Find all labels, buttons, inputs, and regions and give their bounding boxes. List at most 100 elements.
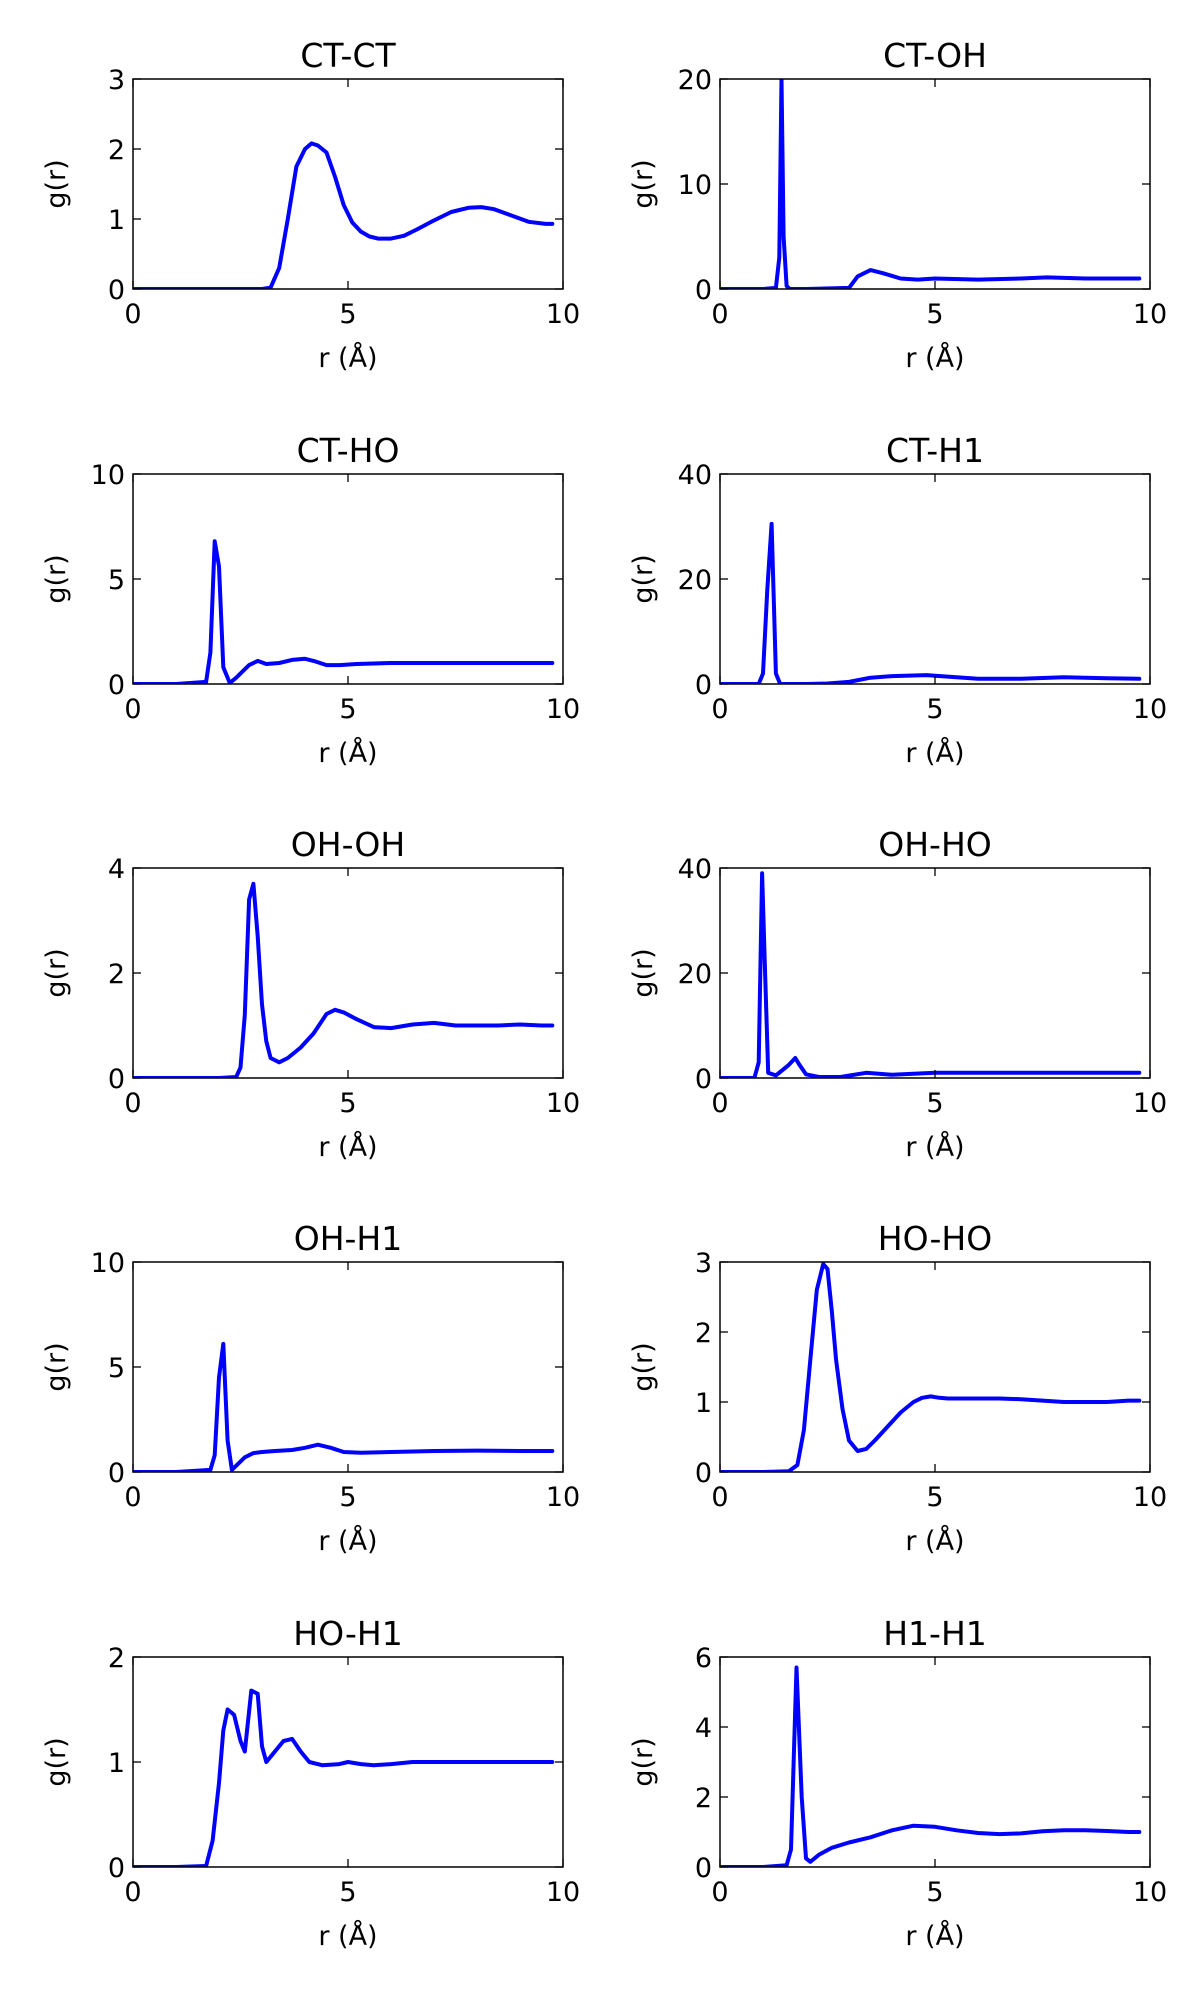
x-tick-label: 5 xyxy=(339,1877,356,1908)
plot-frame xyxy=(132,78,564,290)
series-line xyxy=(133,881,555,1078)
x-tick-label: 0 xyxy=(124,1088,141,1119)
subplot-ct-ho: 0 5 10 0 5 10 CT-HO r (Å) g(r) xyxy=(41,431,580,769)
x-axis-label: r (Å) xyxy=(318,342,377,374)
x-axis-label: r (Å) xyxy=(318,1131,377,1163)
y-axis-label: g(r) xyxy=(41,159,72,208)
y-tick-label: 20 xyxy=(678,65,712,96)
subplot-title: CT-H1 xyxy=(886,431,984,470)
series-line xyxy=(720,1262,1142,1472)
x-axis-label: r (Å) xyxy=(905,1920,964,1952)
subplot-title: CT-HO xyxy=(297,431,400,470)
y-tick-label: 0 xyxy=(695,1853,712,1884)
plot-frame xyxy=(719,867,1151,1079)
x-tick-label: 0 xyxy=(711,1482,728,1513)
x-axis-label: r (Å) xyxy=(318,1525,377,1557)
subplot-title: HO-H1 xyxy=(293,1614,402,1653)
y-tick-label: 4 xyxy=(695,1713,712,1744)
x-tick-label: 0 xyxy=(124,1482,141,1513)
y-axis-label: g(r) xyxy=(41,1342,72,1391)
x-tick-label: 0 xyxy=(124,694,141,725)
plot-frame xyxy=(719,473,1151,685)
x-tick-label: 10 xyxy=(546,694,580,725)
x-tick-label: 5 xyxy=(926,1088,943,1119)
plot-frame xyxy=(719,1656,1151,1868)
x-tick-label: 5 xyxy=(339,1088,356,1119)
series-line xyxy=(133,141,555,289)
subplot-oh-h1: 0 5 10 0 5 10 OH-H1 r (Å) g(r) xyxy=(41,1219,580,1557)
x-tick-label: 5 xyxy=(339,694,356,725)
y-tick-label: 3 xyxy=(695,1248,712,1279)
y-tick-label: 5 xyxy=(108,1353,125,1384)
y-axis-label: g(r) xyxy=(628,1737,659,1786)
x-tick-label: 0 xyxy=(711,299,728,330)
y-tick-label: 20 xyxy=(678,959,712,990)
subplot-title: OH-HO xyxy=(878,825,992,864)
y-tick-label: 0 xyxy=(695,1458,712,1489)
x-tick-label: 10 xyxy=(1133,1088,1167,1119)
y-tick-label: 6 xyxy=(695,1643,712,1674)
y-tick-label: 40 xyxy=(678,460,712,491)
x-tick-label: 10 xyxy=(1133,299,1167,330)
subplot-ct-ct: 0 5 10 0 1 2 3 CT-CT r (Å) g(r) xyxy=(41,36,580,374)
y-tick-label: 20 xyxy=(678,565,712,596)
series-line xyxy=(720,871,1142,1078)
series-line xyxy=(133,1341,555,1472)
y-axis-label: g(r) xyxy=(628,159,659,208)
series-line xyxy=(720,521,1142,684)
x-tick-label: 10 xyxy=(1133,1482,1167,1513)
x-tick-label: 10 xyxy=(546,1877,580,1908)
y-axis-label: g(r) xyxy=(628,554,659,603)
y-tick-label: 5 xyxy=(108,565,125,596)
series-line xyxy=(133,539,555,684)
x-tick-label: 0 xyxy=(711,1877,728,1908)
y-tick-label: 1 xyxy=(695,1388,712,1419)
x-tick-label: 5 xyxy=(926,299,943,330)
y-tick-label: 4 xyxy=(108,854,125,885)
subplot-title: OH-H1 xyxy=(294,1219,403,1258)
y-tick-label: 1 xyxy=(108,1748,125,1779)
y-tick-label: 10 xyxy=(678,170,712,201)
x-tick-label: 10 xyxy=(1133,694,1167,725)
plot-frame xyxy=(719,1261,1151,1473)
subplot-ho-ho: 0 5 10 0 1 2 3 HO-HO r (Å) g(r) xyxy=(628,1219,1167,1557)
series-line xyxy=(133,1688,555,1867)
x-tick-label: 10 xyxy=(546,1088,580,1119)
y-tick-label: 0 xyxy=(108,275,125,306)
subplot-title: HO-HO xyxy=(878,1219,992,1258)
y-tick-label: 40 xyxy=(678,854,712,885)
y-tick-label: 0 xyxy=(695,670,712,701)
x-axis-label: r (Å) xyxy=(905,1131,964,1163)
x-axis-label: r (Å) xyxy=(905,1525,964,1557)
y-tick-label: 2 xyxy=(108,959,125,990)
y-axis-label: g(r) xyxy=(628,948,659,997)
y-tick-label: 2 xyxy=(695,1783,712,1814)
x-axis-label: r (Å) xyxy=(905,737,964,769)
subplot-ct-oh: 0 5 10 0 10 20 CT-OH r (Å) g(r) xyxy=(628,36,1167,374)
y-tick-label: 0 xyxy=(695,1064,712,1095)
y-tick-label: 0 xyxy=(108,670,125,701)
y-tick-label: 2 xyxy=(695,1318,712,1349)
subplot-ct-h1: 0 5 10 0 20 40 CT-H1 r (Å) g(r) xyxy=(628,431,1167,769)
x-tick-label: 5 xyxy=(926,1482,943,1513)
x-tick-label: 10 xyxy=(1133,1877,1167,1908)
x-tick-label: 5 xyxy=(339,299,356,330)
y-tick-label: 3 xyxy=(108,65,125,96)
subplot-title: H1-H1 xyxy=(883,1614,987,1653)
y-tick-label: 0 xyxy=(108,1458,125,1489)
y-tick-label: 2 xyxy=(108,135,125,166)
subplot-oh-ho: 0 5 10 0 20 40 OH-HO r (Å) g(r) xyxy=(628,825,1167,1163)
x-axis-label: r (Å) xyxy=(905,342,964,374)
y-axis-label: g(r) xyxy=(41,1737,72,1786)
y-tick-label: 2 xyxy=(108,1643,125,1674)
x-tick-label: 10 xyxy=(546,299,580,330)
x-tick-label: 0 xyxy=(711,1088,728,1119)
y-axis-label: g(r) xyxy=(628,1342,659,1391)
subplot-title: OH-OH xyxy=(291,825,405,864)
subplot-title: CT-CT xyxy=(300,36,396,75)
plot-frame xyxy=(132,1261,564,1473)
subplot-oh-oh: 0 5 10 0 2 4 OH-OH r (Å) g(r) xyxy=(41,825,580,1163)
plot-frame xyxy=(132,473,564,685)
subplot-ho-h1: 0 5 10 0 1 2 HO-H1 r (Å) g(r) xyxy=(41,1614,580,1952)
